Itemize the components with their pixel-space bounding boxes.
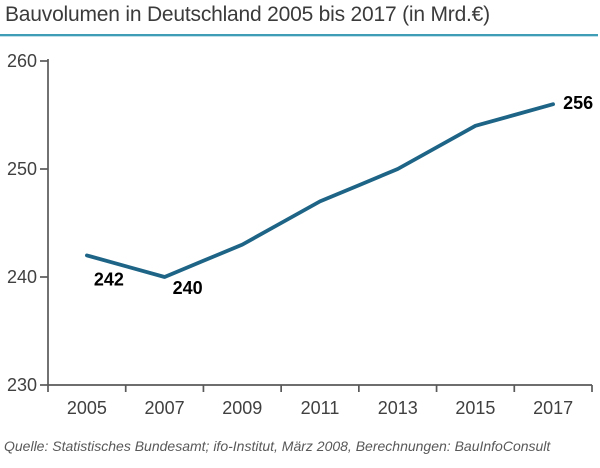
data-labels: 242 240 256 <box>94 93 593 298</box>
axis-tick-labels: 230 240 250 260 2005 2007 2009 2011 2013 2015 2017 <box>7 51 573 418</box>
y-tick-label: 260 <box>7 51 37 71</box>
source-note: Quelle: Statistisches Bundesamt; ifo-Ins… <box>4 438 551 454</box>
y-tick-label: 240 <box>7 267 37 287</box>
x-tick-label: 2013 <box>378 398 418 418</box>
point-value-label: 242 <box>94 269 124 289</box>
x-tick-label: 2007 <box>145 398 185 418</box>
x-tick-label: 2011 <box>301 398 340 418</box>
chart-title: Bauvolumen in Deutschland 2005 bis 2017 … <box>5 3 490 26</box>
axes <box>47 59 592 386</box>
data-series <box>85 102 555 279</box>
point-value-label: 240 <box>173 278 203 298</box>
x-tick-label: 2009 <box>222 398 262 418</box>
point-value-label: 256 <box>563 93 593 113</box>
y-tick-label: 250 <box>7 159 37 179</box>
x-tick-label: 2005 <box>67 398 107 418</box>
series-line <box>85 102 555 279</box>
title-underline <box>0 34 598 37</box>
x-tick-label: 2017 <box>533 398 573 418</box>
axis-ticks <box>40 60 593 392</box>
x-tick-label: 2015 <box>455 398 495 418</box>
y-tick-label: 230 <box>7 375 37 395</box>
